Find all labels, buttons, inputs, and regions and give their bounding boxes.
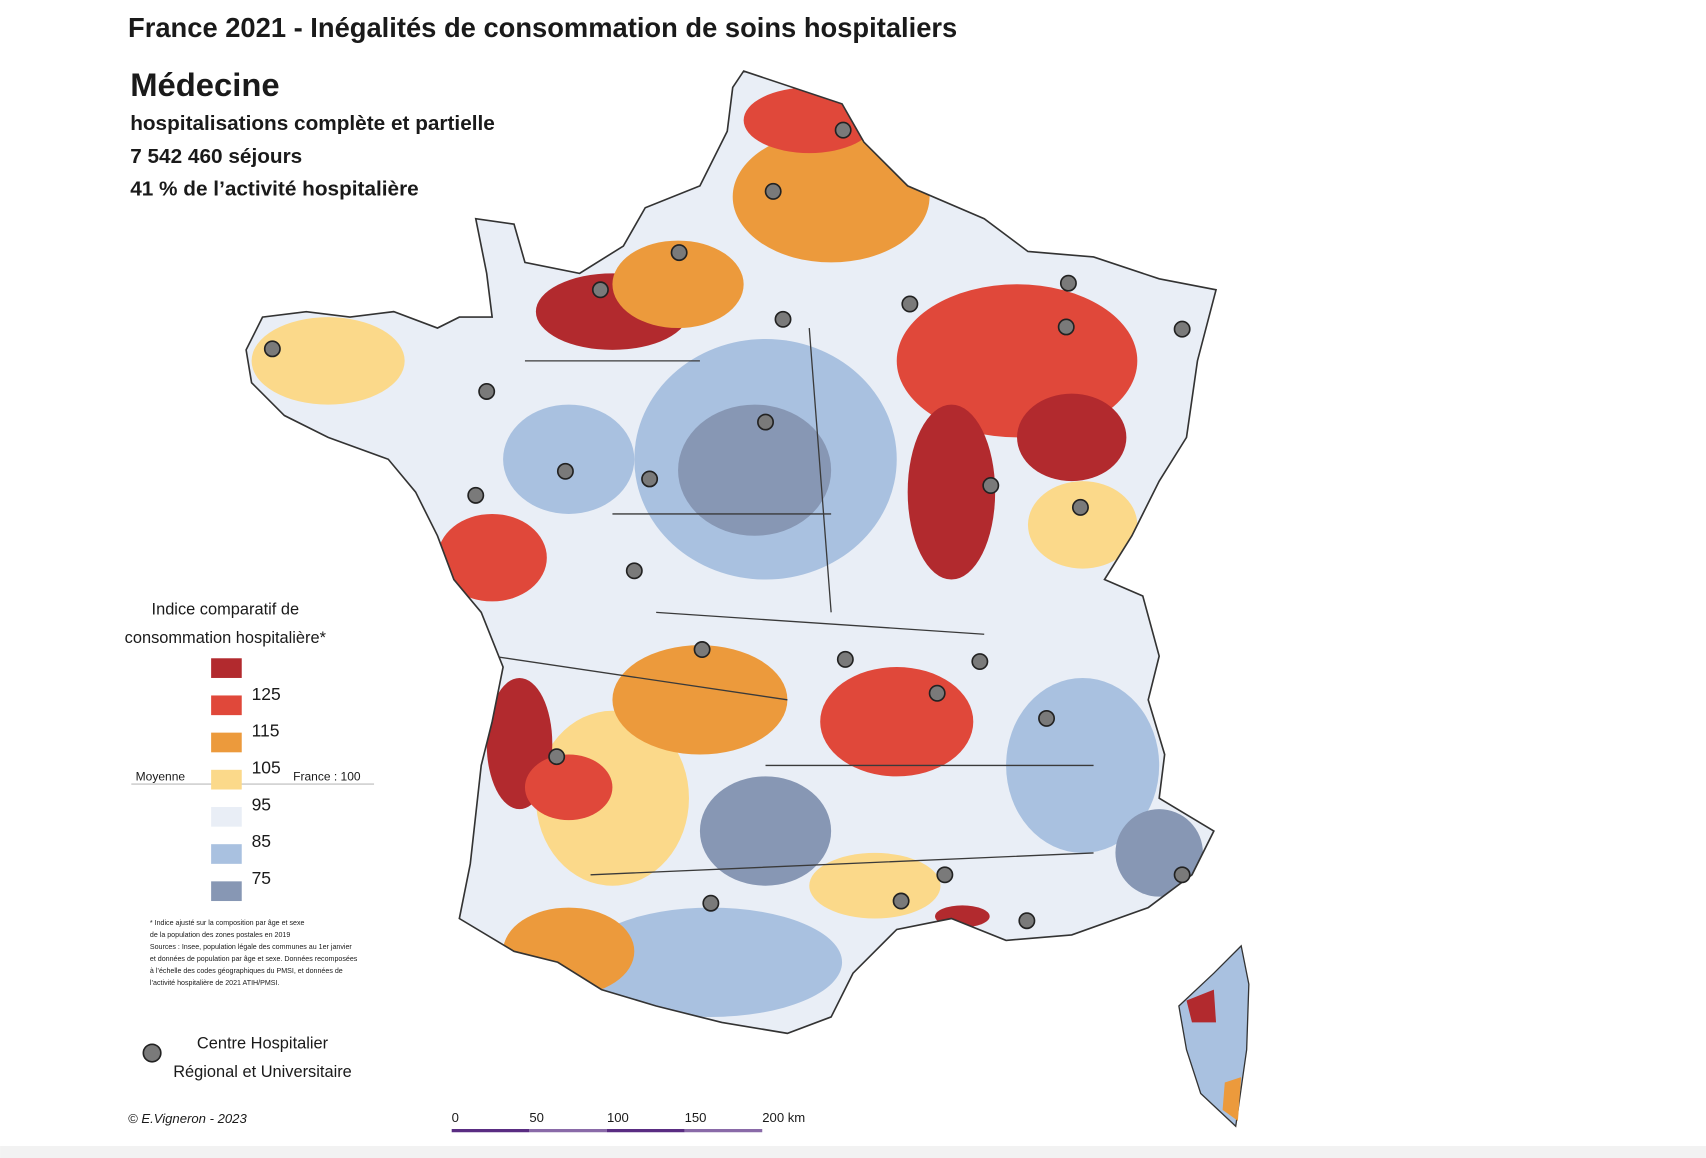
- chu-marker: [625, 562, 643, 580]
- title: France 2021 - Inégalités de consommation…: [128, 12, 957, 43]
- chu-marker: [764, 182, 782, 200]
- chu-legend-marker: [142, 1043, 162, 1063]
- region-patch: [820, 667, 974, 777]
- chu-marker: [1059, 274, 1077, 292]
- chu-marker: [702, 894, 720, 912]
- legend-break: 85: [252, 831, 271, 851]
- legend-break: 115: [252, 721, 280, 741]
- corsica-patch: [1222, 1077, 1242, 1121]
- legend-swatch: [211, 806, 242, 827]
- chu-marker: [774, 310, 792, 328]
- region-patch: [503, 404, 635, 514]
- legend-break: 95: [252, 794, 271, 814]
- legend-swatch: [211, 695, 242, 716]
- legend-swatch: [211, 844, 242, 864]
- chu-marker: [641, 470, 659, 488]
- region-patch: [907, 404, 996, 580]
- subtitle: hospitalisations complète et partielle 7 …: [130, 112, 495, 201]
- chu-marker: [757, 413, 774, 431]
- chu-marker: [591, 281, 609, 299]
- chu-marker: [1071, 498, 1089, 516]
- chu-marker: [556, 462, 574, 480]
- chu-marker: [263, 340, 281, 358]
- chu-marker: [1057, 318, 1075, 336]
- region-patch: [251, 317, 405, 405]
- chu-marker: [1173, 866, 1191, 884]
- region-patch: [612, 240, 744, 329]
- credit: © E.Vigneron - 2023: [128, 1111, 247, 1126]
- chu-markers: [263, 121, 1191, 930]
- subtitle-line: hospitalisations complète et partielle: [130, 112, 495, 135]
- chu-marker: [834, 121, 852, 139]
- note-line: l’activité hospitalière de 2021 ATIH/PMS…: [150, 979, 280, 987]
- chu-marker: [936, 866, 954, 884]
- scale-label: 50: [529, 1110, 544, 1125]
- region-patch: [1017, 393, 1127, 482]
- scale-label: 0: [452, 1110, 459, 1125]
- chu-marker: [670, 244, 688, 262]
- legend-swatch: [211, 881, 242, 902]
- region-border: [492, 327, 1094, 876]
- chu-legend-line: Centre Hospitalier: [197, 1035, 329, 1053]
- region-patch: [535, 710, 689, 886]
- note-line: et données de population par âge et sexe…: [150, 955, 358, 963]
- region-patch: [612, 645, 788, 755]
- footer-band: [0, 1145, 1706, 1158]
- subtitle-line: 41 % de l’activité hospitalière: [130, 178, 419, 201]
- subtitle-line: 7 542 460 séjours: [130, 145, 302, 168]
- region-patch: [699, 776, 832, 886]
- scale-label: 100: [607, 1110, 629, 1125]
- chu-marker: [928, 684, 946, 702]
- chu-legend-line: Régional et Universitaire: [173, 1063, 352, 1081]
- mean-label: Moyenne: [136, 770, 186, 784]
- chu-marker: [1173, 320, 1191, 338]
- region-patch: [437, 513, 547, 602]
- notes: * Indice ajusté sur la composition par â…: [150, 919, 358, 987]
- scale-bar: 0 50 100 150 200 km: [451, 1110, 805, 1133]
- scale-label: 200 km: [762, 1110, 805, 1125]
- region-patch: [524, 754, 613, 821]
- note-line: Sources : Insee, population légale des c…: [150, 943, 353, 951]
- chu-marker: [478, 382, 496, 400]
- region-patch: [732, 131, 930, 263]
- heading: Médecine: [130, 66, 279, 103]
- legend-title: consommation hospitalière*: [125, 629, 327, 647]
- legend: Moyenne France : 100 Indice comparatif d…: [125, 601, 375, 902]
- legend-swatch: [211, 769, 242, 790]
- chu-marker: [901, 295, 919, 313]
- legend-swatch: [211, 732, 242, 753]
- legend-break: 105: [252, 758, 281, 778]
- chu-marker: [548, 748, 566, 766]
- scale-label: 150: [685, 1110, 707, 1125]
- mean-label: France : 100: [293, 770, 361, 784]
- legend-break: 125: [252, 684, 281, 704]
- note-line: * Indice ajusté sur la composition par â…: [150, 919, 305, 927]
- legend-title: Indice comparatif de: [152, 601, 300, 619]
- chu-marker: [892, 892, 910, 910]
- chu-marker: [982, 477, 1000, 494]
- region-patch: [579, 907, 843, 1017]
- legend-swatch: [211, 658, 242, 678]
- corsica-patch: [1186, 989, 1217, 1023]
- legend-break: 75: [252, 868, 271, 888]
- region-patch: [678, 404, 832, 536]
- chu-marker: [1038, 709, 1056, 727]
- chu-marker: [693, 641, 711, 659]
- chu-marker: [1018, 912, 1036, 930]
- note-line: de la population des zones postales en 2…: [150, 931, 290, 939]
- region-patch: [1027, 481, 1138, 569]
- chu-legend: Centre Hospitalier Régional et Universita…: [173, 1035, 352, 1081]
- chu-marker: [971, 653, 989, 671]
- chu-marker: [467, 486, 485, 504]
- chu-marker: [836, 650, 854, 668]
- note-line: à l’échelle des codes géographiques du P…: [150, 967, 343, 975]
